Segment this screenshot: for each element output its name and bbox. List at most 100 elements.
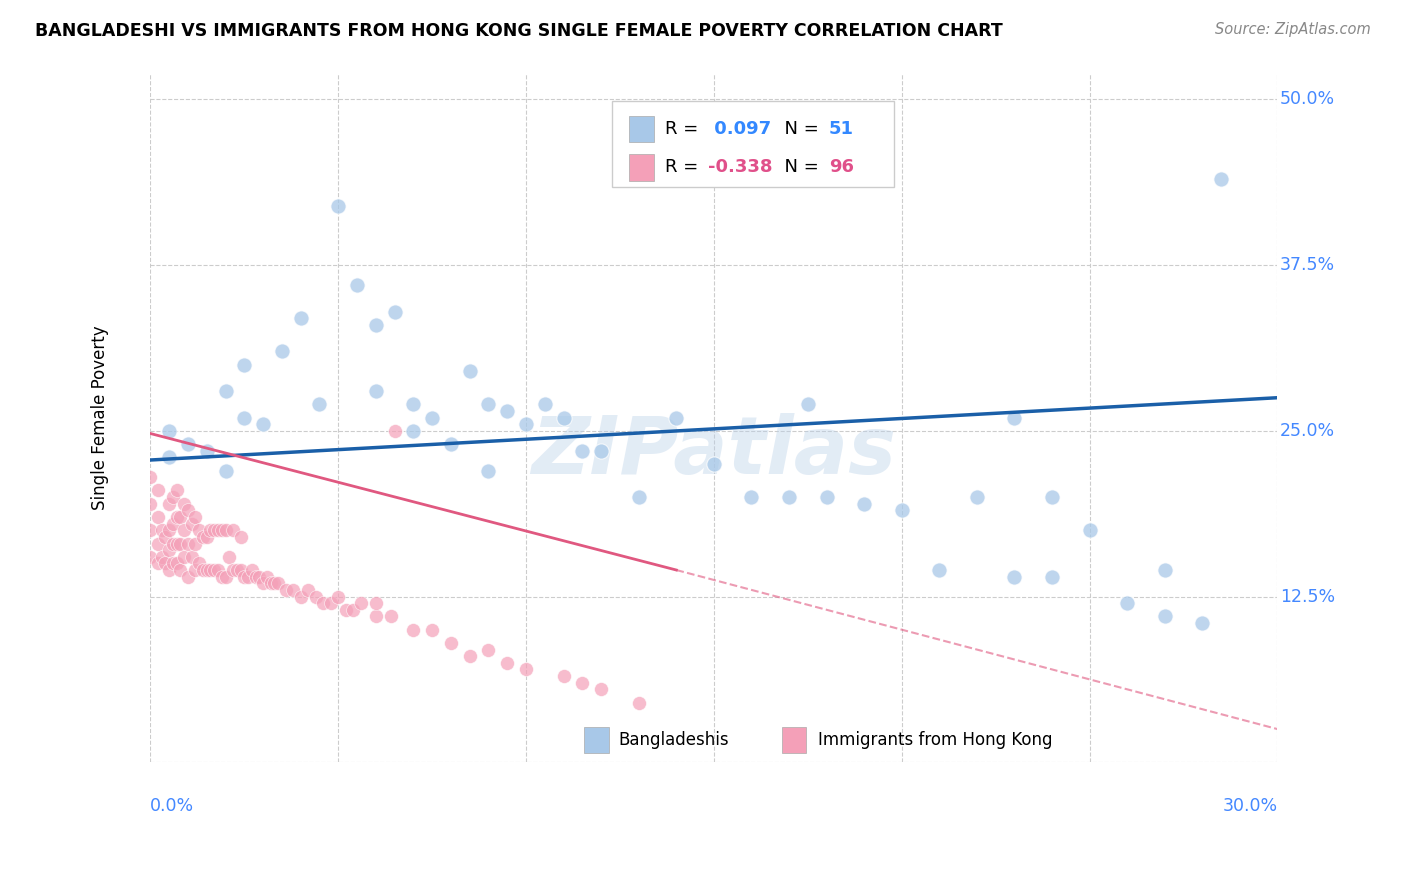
- Point: [1004, 410, 1026, 425]
- Point: [166, 557, 188, 571]
- Text: R =: R =: [665, 120, 704, 138]
- Point: [214, 523, 236, 537]
- Text: 37.5%: 37.5%: [1279, 256, 1334, 274]
- Point: [259, 576, 281, 591]
- Point: [177, 503, 200, 517]
- Point: [162, 536, 184, 550]
- Point: [290, 590, 312, 604]
- Point: [229, 563, 252, 577]
- Point: [364, 384, 387, 398]
- Point: [247, 569, 270, 583]
- Point: [169, 510, 191, 524]
- Text: -0.338: -0.338: [709, 159, 773, 177]
- Point: [146, 536, 169, 550]
- Point: [553, 669, 575, 683]
- Point: [229, 530, 252, 544]
- Point: [202, 563, 225, 577]
- FancyBboxPatch shape: [585, 727, 609, 753]
- Point: [162, 557, 184, 571]
- Point: [214, 384, 236, 398]
- Point: [477, 397, 499, 411]
- Point: [627, 696, 650, 710]
- Point: [157, 543, 180, 558]
- Point: [240, 563, 263, 577]
- Point: [155, 530, 177, 544]
- Point: [477, 642, 499, 657]
- Point: [195, 563, 218, 577]
- Point: [263, 576, 285, 591]
- Point: [267, 576, 290, 591]
- Point: [139, 549, 162, 564]
- Point: [319, 596, 342, 610]
- FancyBboxPatch shape: [613, 101, 894, 186]
- Point: [384, 304, 406, 318]
- Point: [180, 516, 202, 531]
- Point: [515, 662, 537, 676]
- FancyBboxPatch shape: [630, 154, 654, 180]
- Point: [173, 549, 195, 564]
- Point: [290, 311, 312, 326]
- Point: [184, 510, 207, 524]
- Point: [173, 523, 195, 537]
- Text: 12.5%: 12.5%: [1279, 588, 1334, 606]
- Point: [191, 563, 214, 577]
- Point: [218, 549, 240, 564]
- Point: [1078, 523, 1101, 537]
- Point: [207, 563, 229, 577]
- Text: 96: 96: [830, 159, 853, 177]
- Point: [440, 636, 463, 650]
- Point: [665, 410, 688, 425]
- Point: [1040, 490, 1063, 504]
- Point: [703, 457, 725, 471]
- Point: [225, 563, 247, 577]
- Point: [778, 490, 800, 504]
- Point: [169, 536, 191, 550]
- Point: [328, 198, 350, 212]
- Point: [157, 497, 180, 511]
- FancyBboxPatch shape: [630, 116, 654, 143]
- Point: [233, 569, 256, 583]
- Point: [420, 623, 443, 637]
- Point: [797, 397, 820, 411]
- Point: [534, 397, 557, 411]
- Point: [740, 490, 762, 504]
- Point: [166, 536, 188, 550]
- Point: [180, 549, 202, 564]
- Point: [1116, 596, 1139, 610]
- Point: [440, 437, 463, 451]
- Point: [571, 443, 593, 458]
- Text: Immigrants from Hong Kong: Immigrants from Hong Kong: [818, 731, 1052, 749]
- Point: [139, 497, 162, 511]
- Point: [270, 344, 292, 359]
- Text: Bangladeshis: Bangladeshis: [619, 731, 728, 749]
- Text: 25.0%: 25.0%: [1279, 422, 1334, 440]
- Point: [157, 523, 180, 537]
- Point: [150, 549, 173, 564]
- Text: ZIPatlas: ZIPatlas: [531, 413, 897, 491]
- Point: [184, 536, 207, 550]
- Point: [553, 410, 575, 425]
- Point: [222, 563, 245, 577]
- Point: [928, 563, 950, 577]
- Point: [515, 417, 537, 432]
- Point: [312, 596, 335, 610]
- Point: [477, 464, 499, 478]
- Point: [150, 523, 173, 537]
- Point: [200, 563, 222, 577]
- Text: 51: 51: [830, 120, 853, 138]
- Point: [346, 278, 368, 293]
- Text: Single Female Poverty: Single Female Poverty: [90, 326, 108, 510]
- Point: [233, 358, 256, 372]
- Point: [162, 516, 184, 531]
- Point: [188, 523, 211, 537]
- Point: [166, 510, 188, 524]
- Text: Source: ZipAtlas.com: Source: ZipAtlas.com: [1215, 22, 1371, 37]
- Point: [328, 590, 350, 604]
- Text: 0.0%: 0.0%: [150, 797, 194, 814]
- Point: [402, 623, 425, 637]
- Point: [139, 470, 162, 484]
- Point: [236, 569, 259, 583]
- Point: [571, 675, 593, 690]
- Point: [211, 523, 233, 537]
- Point: [146, 483, 169, 498]
